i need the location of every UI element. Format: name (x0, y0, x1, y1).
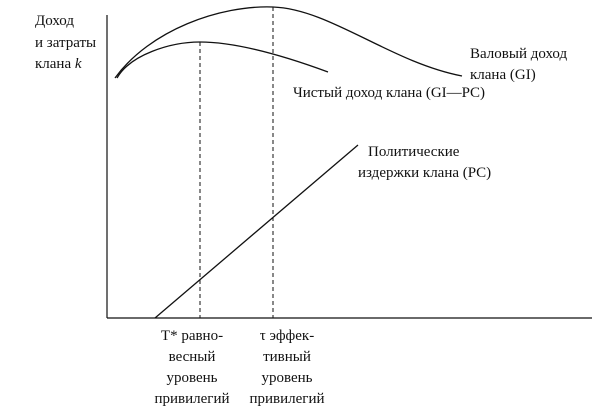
x-mark-label: весный (169, 349, 216, 365)
x-mark-label: тивный (263, 349, 311, 365)
x-mark-label: уровень (166, 370, 217, 386)
curve-label: Чистый доход клана (GI—PC) (293, 85, 485, 101)
x-mark-label: уровень (261, 370, 312, 386)
axis-label: Доход (35, 13, 74, 29)
gross-income-curve (114, 6, 463, 79)
x-mark-label: привилегий (154, 391, 229, 407)
net-income-curve (116, 41, 329, 79)
x-mark-label: T* равно- (161, 328, 223, 344)
axis-label-text: клана (35, 56, 71, 72)
curve-label: издержки клана (PC) (358, 165, 491, 181)
curve-label: Политические (368, 144, 460, 160)
axis-label: клана k (35, 56, 82, 72)
x-mark-label: τ эффек- (260, 328, 314, 344)
curve-label: клана (GI) (470, 67, 536, 83)
political-costs-line (154, 144, 359, 319)
axis-variable: k (75, 56, 82, 72)
axis-label: и затраты (35, 35, 96, 51)
curve-label: Валовый доход (470, 46, 567, 62)
x-mark-label: привилегий (249, 391, 324, 407)
